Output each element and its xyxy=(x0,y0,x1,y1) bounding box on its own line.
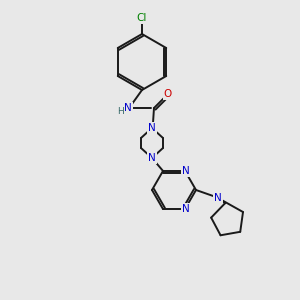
Text: N: N xyxy=(182,166,190,176)
Text: Cl: Cl xyxy=(137,13,147,23)
Text: N: N xyxy=(182,204,190,214)
Text: N: N xyxy=(214,193,222,203)
Text: H: H xyxy=(117,106,123,116)
Text: O: O xyxy=(164,89,172,99)
Text: N: N xyxy=(124,103,132,113)
Text: N: N xyxy=(148,153,156,163)
Text: N: N xyxy=(148,123,156,133)
